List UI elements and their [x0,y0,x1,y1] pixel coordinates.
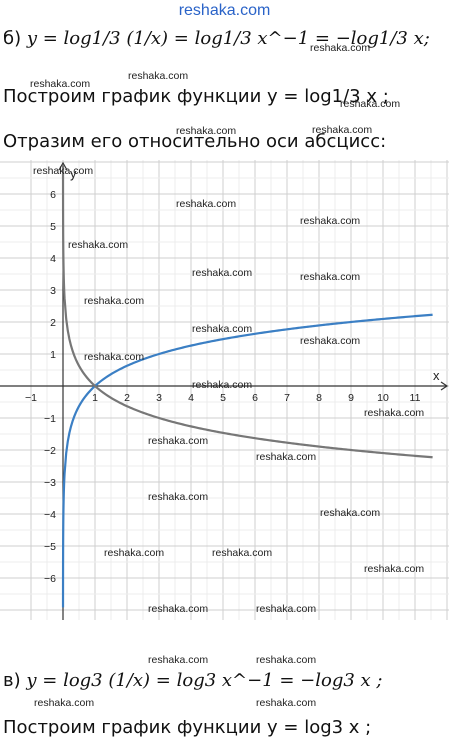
watermark: reshaka.com [68,239,128,251]
watermark: reshaka.com [256,451,316,463]
watermark: reshaka.com [176,125,237,137]
watermark: reshaka.com [192,323,252,335]
y-tick-label: 4 [50,253,56,265]
y-tick-label: −4 [44,509,56,521]
part-c-equation: в) y = log3 (1/x) = log3 x^−1 = −log3 x … [3,670,383,691]
site-header[interactable]: reshaka.com [178,2,271,19]
x-axis-arrow [440,381,449,391]
x-tick-label: 1 [92,392,98,404]
watermark: reshaka.com [84,295,144,307]
watermark: reshaka.com [34,619,94,620]
y-tick-label: 6 [50,189,56,201]
curve-log1-3 [61,164,433,459]
part-b-plot-text: Построим график функции y = log1/3 x ; [3,86,389,107]
curves [61,164,433,608]
watermark: reshaka.com [364,563,424,575]
x-tick-label: 9 [348,392,354,404]
y-tick-label: −2 [44,445,56,457]
watermark: reshaka.com [364,407,424,419]
part-b-reflect-text: Отразим его относительно оси абсцисс: [3,131,387,152]
part-b-label: б) [3,28,22,49]
y-tick-label: 3 [50,285,56,297]
watermark: reshaka.com [212,547,272,559]
x-tick-label: 11 [410,392,421,404]
watermark: reshaka.com [300,215,360,227]
part-b-formula: y = log1/3 (1/x) = log1/3 x^−1 = −log1/3… [26,28,430,49]
x-tick-label: 7 [284,392,290,404]
x-axis-label: x [433,368,440,383]
function-graph: x y −1 1 2 3 4 5 6 7 8 9 10 11 6 5 4 3 2 1 −1 −2 −3 −4 −5 −6 resh… [0,160,449,620]
part-b-equation: б) y = log1/3 (1/x) = log1/3 x^−1 = −log… [3,28,430,49]
watermark: reshaka.com [128,70,189,82]
x-tick-label: 6 [252,392,258,404]
watermark: reshaka.com [192,267,252,279]
watermark: reshaka.com [256,603,316,615]
watermark: reshaka.com [104,547,164,559]
x-tick-label: 10 [377,392,389,404]
watermark: reshaka.com [300,271,360,283]
watermark: reshaka.com [84,351,144,363]
watermark: reshaka.com [34,697,95,709]
y-axis-label: y [70,166,77,181]
watermark: reshaka.com [148,654,209,666]
x-tick-label: −1 [25,392,37,404]
watermark: reshaka.com [256,697,317,709]
x-tick-label: 3 [156,392,162,404]
watermark: reshaka.com [310,42,371,54]
part-c-formula: y = log3 (1/x) = log3 x^−1 = −log3 x ; [26,670,383,691]
part-c-label: в) [3,670,21,691]
graph-watermarks: reshaka.com reshaka.com reshaka.com reshaka… [33,165,424,620]
curve-log3 [61,313,433,608]
x-tick-label: 8 [316,392,322,404]
watermark: reshaka.com [148,435,208,447]
y-tick-label: 5 [50,221,56,233]
watermark: reshaka.com [148,491,208,503]
y-tick-label: 2 [50,317,56,329]
watermark: reshaka.com [148,603,208,615]
watermark: reshaka.com [176,198,236,210]
y-tick-label: −1 [44,413,56,425]
watermark: reshaka.com [364,619,424,620]
x-tick-label: 2 [124,392,130,404]
watermark: reshaka.com [256,654,317,666]
y-tick-label: −3 [44,477,56,489]
watermark: reshaka.com [300,335,360,347]
watermark: reshaka.com [340,98,401,110]
x-tick-label: 4 [188,392,194,404]
y-axis-arrow [58,161,68,171]
watermark: reshaka.com [33,165,93,177]
watermark: reshaka.com [320,507,380,519]
x-tick-label: 5 [220,392,226,404]
tick-labels: x y −1 1 2 3 4 5 6 7 8 9 10 11 6 5 4 3 2 1 −1 −2 −3 −4 −5 −6 [25,166,440,585]
watermark: reshaka.com [312,124,373,136]
y-tick-label: −5 [44,541,56,553]
grid [0,160,449,620]
y-tick-label: −6 [44,573,56,585]
watermark: reshaka.com [30,78,91,90]
part-c-plot-text: Построим график функции y = log3 x ; [3,717,372,738]
watermark: reshaka.com [192,379,252,391]
y-tick-label: 1 [50,349,56,361]
